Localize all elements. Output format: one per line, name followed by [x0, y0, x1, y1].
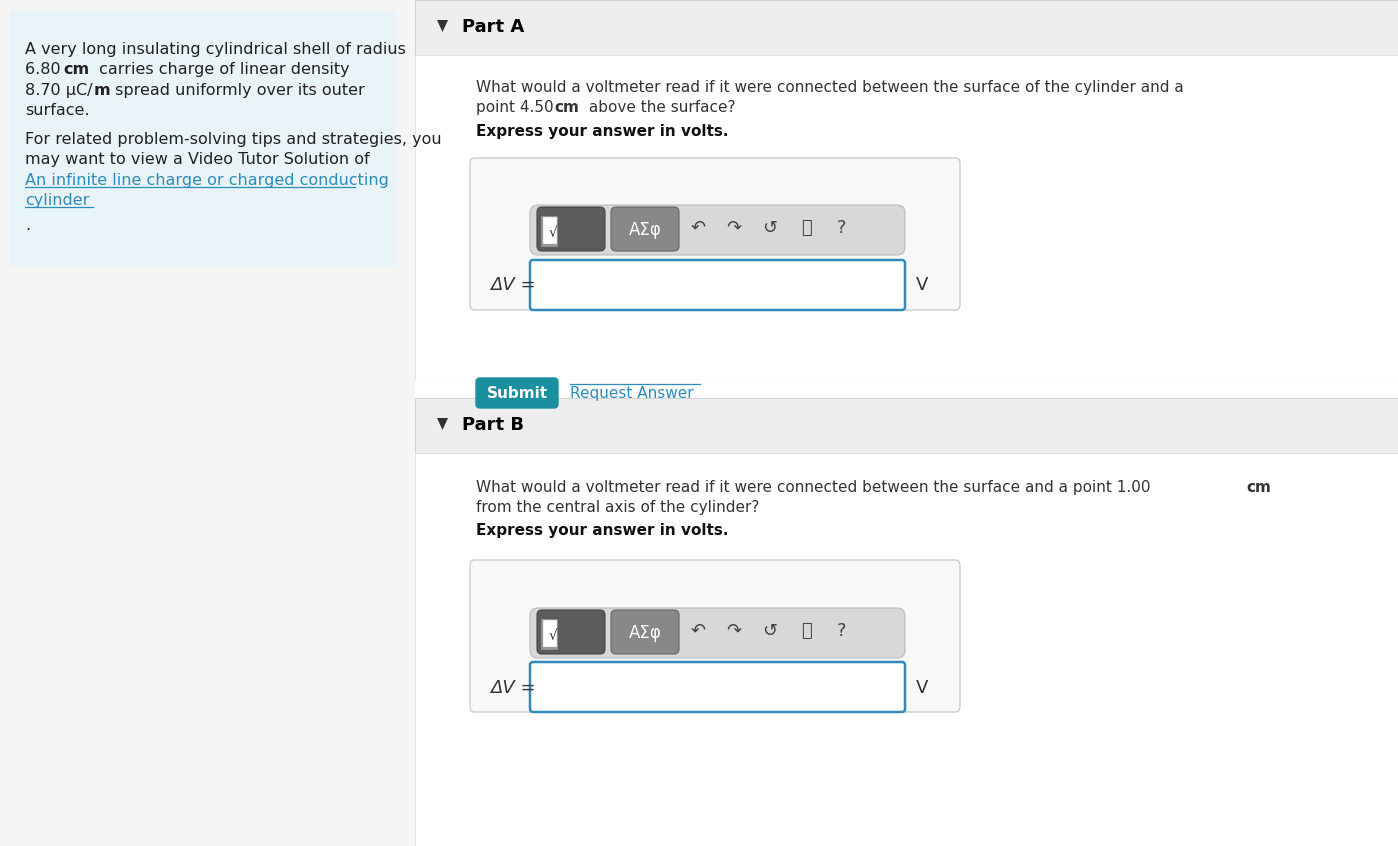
Text: spread uniformly over its outer: spread uniformly over its outer: [110, 83, 365, 98]
Text: ↶: ↶: [691, 219, 706, 237]
Text: above the surface?: above the surface?: [584, 100, 735, 115]
FancyBboxPatch shape: [415, 55, 1398, 380]
FancyBboxPatch shape: [542, 620, 556, 646]
Text: Part B: Part B: [461, 416, 524, 434]
Text: ↺: ↺: [762, 219, 777, 237]
Text: Request Answer: Request Answer: [570, 386, 693, 400]
FancyBboxPatch shape: [541, 216, 556, 246]
FancyBboxPatch shape: [537, 610, 605, 654]
Text: Express your answer in volts.: Express your answer in volts.: [475, 523, 728, 538]
FancyBboxPatch shape: [530, 608, 905, 658]
FancyBboxPatch shape: [530, 260, 905, 310]
Text: cm: cm: [63, 62, 89, 77]
FancyBboxPatch shape: [470, 560, 960, 712]
FancyBboxPatch shape: [415, 0, 1398, 10]
Text: What would a voltmeter read if it were connected between the surface and a point: What would a voltmeter read if it were c…: [475, 480, 1155, 495]
Text: ⎓: ⎓: [801, 622, 811, 640]
Text: An infinite line charge or charged conducting: An infinite line charge or charged condu…: [25, 173, 389, 188]
FancyBboxPatch shape: [542, 217, 556, 243]
FancyBboxPatch shape: [10, 10, 396, 265]
Text: What would a voltmeter read if it were connected between the surface of the cyli: What would a voltmeter read if it were c…: [475, 80, 1184, 95]
Text: ?: ?: [837, 219, 847, 237]
FancyBboxPatch shape: [530, 662, 905, 712]
Text: cylinder: cylinder: [25, 193, 89, 208]
FancyBboxPatch shape: [470, 158, 960, 310]
Text: cm: cm: [554, 100, 579, 115]
FancyBboxPatch shape: [415, 0, 1398, 55]
FancyBboxPatch shape: [415, 398, 1398, 453]
FancyBboxPatch shape: [611, 610, 679, 654]
FancyBboxPatch shape: [530, 205, 905, 255]
Text: Express your answer in volts.: Express your answer in volts.: [475, 124, 728, 139]
Polygon shape: [438, 20, 447, 32]
Text: point 4.50: point 4.50: [475, 100, 558, 115]
Text: ↶: ↶: [691, 622, 706, 640]
Text: 8.70 μC/: 8.70 μC/: [25, 83, 92, 98]
Text: from the central axis of the cylinder?: from the central axis of the cylinder?: [475, 500, 759, 515]
Text: surface.: surface.: [25, 103, 89, 118]
Text: For related problem-solving tips and strategies, you: For related problem-solving tips and str…: [25, 132, 442, 147]
Text: .: .: [25, 218, 31, 233]
FancyBboxPatch shape: [537, 207, 605, 251]
Text: AΣφ: AΣφ: [629, 624, 661, 642]
Text: may want to view a Video Tutor Solution of: may want to view a Video Tutor Solution …: [25, 152, 369, 167]
FancyBboxPatch shape: [475, 378, 558, 408]
FancyBboxPatch shape: [415, 380, 1398, 420]
Text: ↷: ↷: [727, 219, 741, 237]
Text: A very long insulating cylindrical shell of radius: A very long insulating cylindrical shell…: [25, 42, 405, 57]
FancyBboxPatch shape: [415, 453, 1398, 846]
Text: √: √: [548, 629, 558, 643]
Text: ΔV =: ΔV =: [491, 276, 535, 294]
Text: cm: cm: [1246, 480, 1271, 495]
Text: ΔV =: ΔV =: [491, 679, 535, 697]
Text: √: √: [548, 226, 558, 240]
Text: V: V: [916, 276, 928, 294]
Text: Submit: Submit: [487, 386, 548, 400]
Polygon shape: [438, 418, 447, 430]
Text: ?: ?: [837, 622, 847, 640]
Text: Part A: Part A: [461, 18, 524, 36]
Text: carries charge of linear density: carries charge of linear density: [94, 62, 350, 77]
FancyBboxPatch shape: [611, 207, 679, 251]
Text: V: V: [916, 679, 928, 697]
Text: 6.80: 6.80: [25, 62, 66, 77]
Text: ↺: ↺: [762, 622, 777, 640]
Text: ↷: ↷: [727, 622, 741, 640]
Text: m: m: [94, 83, 110, 98]
FancyBboxPatch shape: [541, 619, 556, 649]
Text: AΣφ: AΣφ: [629, 221, 661, 239]
Text: ⎓: ⎓: [801, 219, 811, 237]
